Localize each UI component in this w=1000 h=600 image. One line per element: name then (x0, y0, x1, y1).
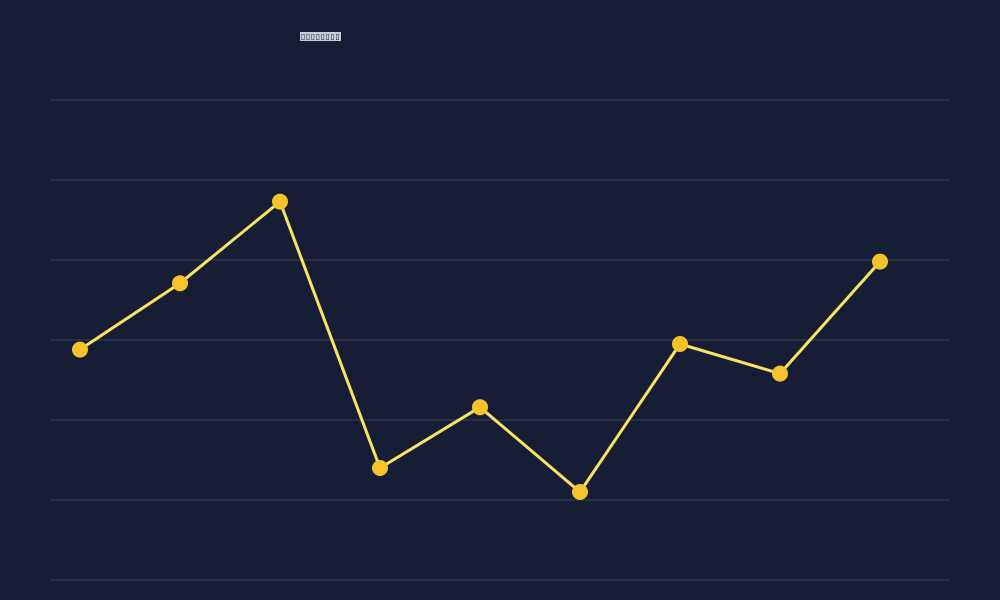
data-point (672, 336, 688, 352)
data-point (772, 365, 788, 382)
chart-title: ▯▯▯▯▯▯▯▯ (300, 32, 342, 41)
data-point (472, 399, 488, 416)
data-point (272, 193, 288, 210)
data-point (572, 484, 588, 500)
data-point (72, 341, 88, 358)
data-point (172, 275, 188, 292)
data-point (872, 253, 888, 270)
data-point (372, 460, 388, 476)
series-line (79, 200, 882, 494)
